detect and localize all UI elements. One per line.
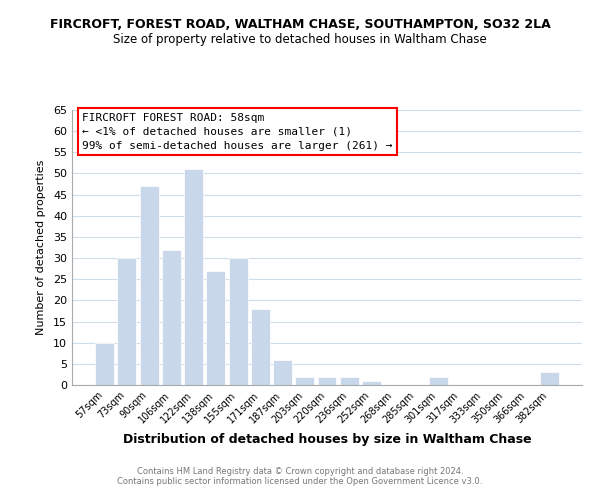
Bar bbox=[540, 372, 559, 385]
Bar bbox=[317, 376, 337, 385]
Y-axis label: Number of detached properties: Number of detached properties bbox=[36, 160, 46, 335]
Bar bbox=[295, 376, 314, 385]
Bar bbox=[118, 258, 136, 385]
Bar bbox=[229, 258, 248, 385]
Bar bbox=[162, 250, 181, 385]
Bar bbox=[340, 376, 359, 385]
Bar bbox=[184, 169, 203, 385]
Bar bbox=[140, 186, 158, 385]
Text: Size of property relative to detached houses in Waltham Chase: Size of property relative to detached ho… bbox=[113, 32, 487, 46]
Bar bbox=[429, 376, 448, 385]
Text: FIRCROFT FOREST ROAD: 58sqm
← <1% of detached houses are smaller (1)
99% of semi: FIRCROFT FOREST ROAD: 58sqm ← <1% of det… bbox=[82, 113, 392, 151]
Text: Contains HM Land Registry data © Crown copyright and database right 2024.: Contains HM Land Registry data © Crown c… bbox=[137, 467, 463, 476]
Bar bbox=[273, 360, 292, 385]
Bar bbox=[362, 381, 381, 385]
Text: FIRCROFT, FOREST ROAD, WALTHAM CHASE, SOUTHAMPTON, SO32 2LA: FIRCROFT, FOREST ROAD, WALTHAM CHASE, SO… bbox=[50, 18, 550, 30]
Text: Contains public sector information licensed under the Open Government Licence v3: Contains public sector information licen… bbox=[118, 477, 482, 486]
Bar bbox=[206, 271, 225, 385]
X-axis label: Distribution of detached houses by size in Waltham Chase: Distribution of detached houses by size … bbox=[122, 433, 532, 446]
Bar bbox=[251, 309, 270, 385]
Bar bbox=[95, 342, 114, 385]
